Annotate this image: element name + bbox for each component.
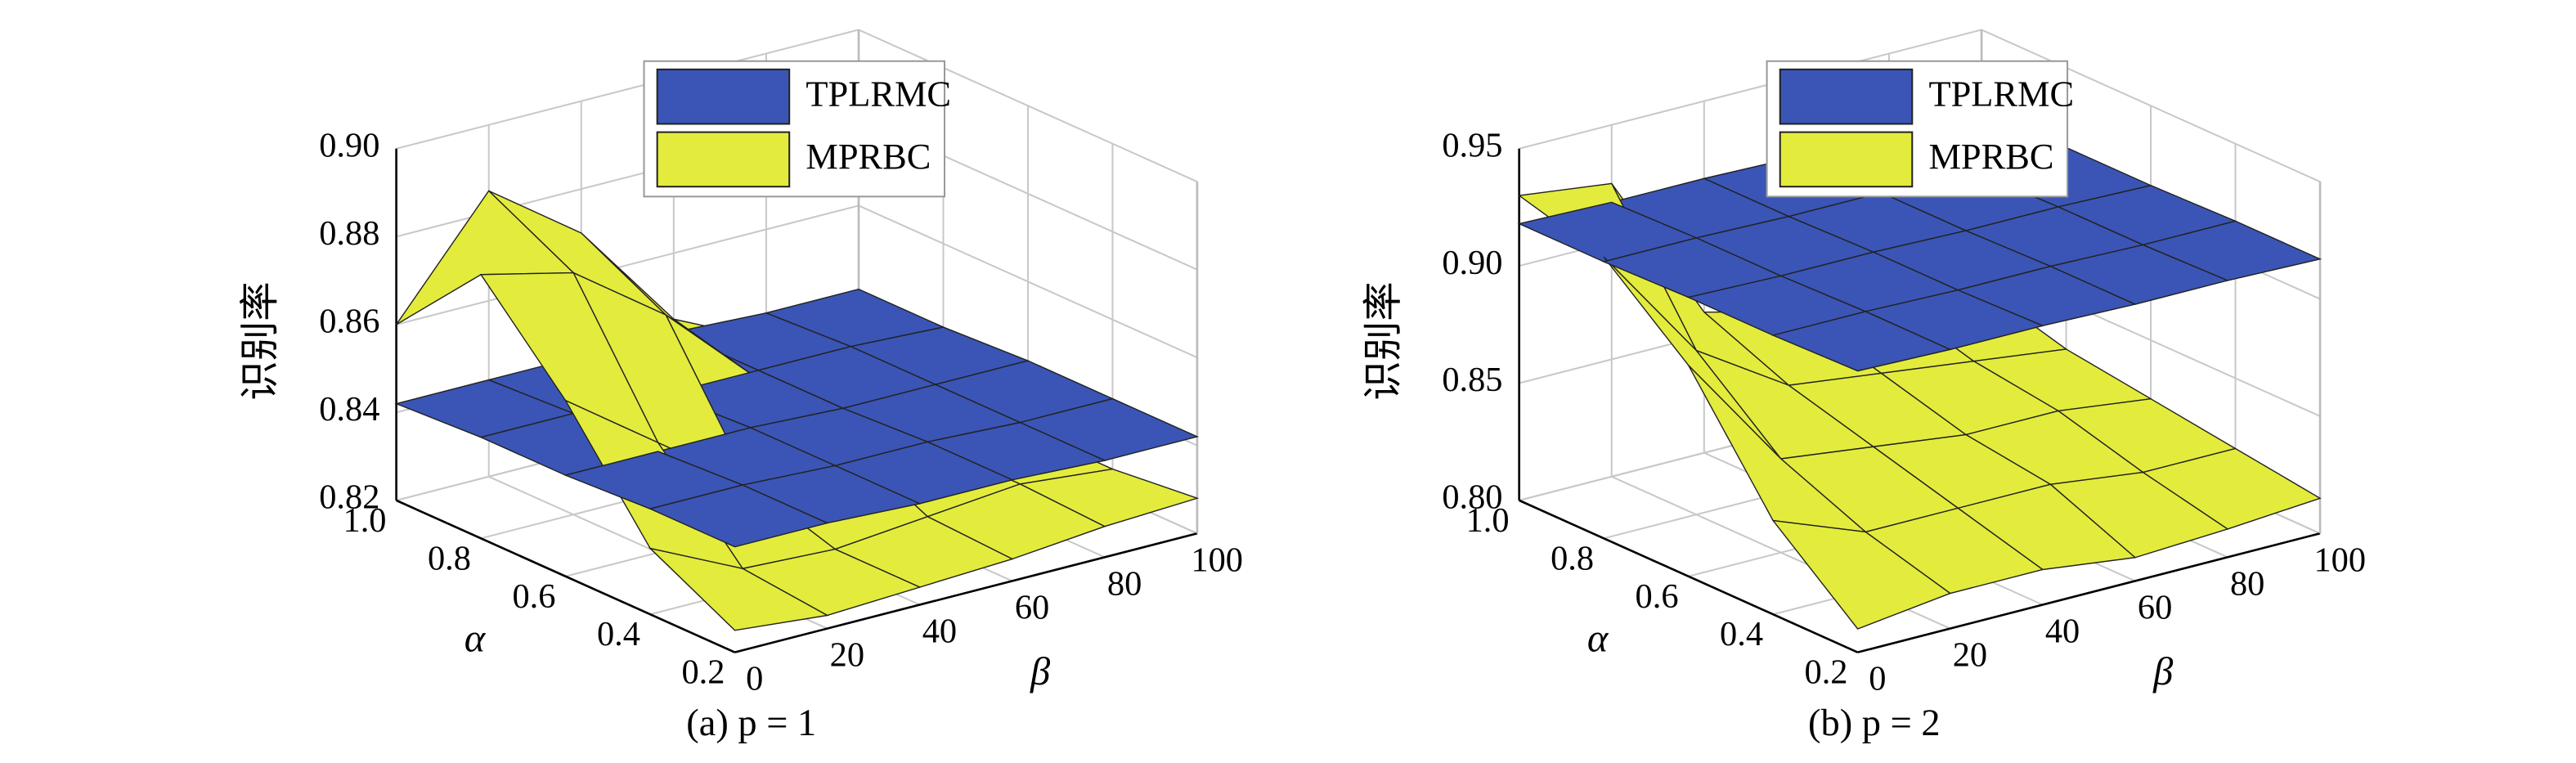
x-tick-label: 0.8: [1551, 539, 1594, 577]
x-tick-label: 0.2: [1805, 653, 1848, 692]
z-grid-line: [1519, 29, 1982, 150]
axis-line: [1519, 499, 1859, 653]
legend-label: TPLRMC: [1928, 73, 2074, 114]
legend-label: TPLRMC: [806, 73, 951, 114]
legend-swatch: [656, 68, 791, 125]
x-axis-label: α: [464, 617, 487, 661]
z-tick-label: 0.90: [319, 127, 379, 165]
legend-label: MPRBC: [1928, 136, 2053, 177]
y-tick-label: 40: [922, 613, 957, 651]
legend-swatch: [1779, 68, 1914, 125]
y-tick-label: 60: [2138, 589, 2172, 627]
x-axis-label: α: [1587, 617, 1609, 661]
x-tick-label: 0.4: [597, 615, 640, 653]
y-tick-label: 40: [2045, 613, 2080, 651]
y-tick-label: 100: [2313, 541, 2366, 579]
legend-swatch: [656, 131, 791, 188]
legend-label: MPRBC: [806, 136, 931, 177]
z-tick-label: 0.86: [319, 303, 379, 341]
y-tick-label: 60: [1015, 589, 1049, 627]
y-tick-label: 80: [2230, 564, 2264, 603]
y-axis-label: β: [1030, 650, 1051, 693]
subplot-title: (a) p = 1: [686, 702, 816, 744]
x-tick-label: 1.0: [1466, 501, 1510, 540]
z-tick-label: 0.82: [319, 478, 379, 517]
y-tick-label: 20: [1953, 636, 1987, 675]
z-tick-label: 0.88: [319, 214, 379, 253]
y-tick-label: 0: [1869, 660, 1886, 698]
surface-patch: [648, 484, 829, 548]
axis-line: [1857, 532, 2321, 653]
x-tick-label: 0.6: [1636, 577, 1679, 616]
surface-patch: [648, 547, 829, 631]
z-tick-label: 0.84: [319, 390, 379, 429]
y-axis-label: β: [2152, 650, 2174, 693]
surface-patch: [1771, 519, 1952, 630]
x-tick-label: 0.6: [512, 577, 555, 616]
z-grid-line: [396, 204, 859, 325]
z-grid-line: [396, 29, 859, 150]
x-tick-label: 0.4: [1720, 615, 1763, 653]
x-tick-label: 0.8: [428, 539, 471, 577]
axis-line: [396, 499, 736, 653]
z-axis-label: 识别率: [1362, 281, 1405, 400]
y-tick-label: 80: [1107, 564, 1142, 603]
y-tick-label: 20: [830, 636, 864, 675]
z-tick-label: 0.80: [1442, 478, 1502, 517]
x-tick-label: 1.0: [343, 501, 387, 540]
legend-swatch: [1779, 131, 1914, 188]
axis-line: [734, 532, 1198, 653]
surface-patch: [1770, 311, 1952, 372]
subplot-title: (b) p = 2: [1808, 702, 1941, 744]
z-tick-label: 0.90: [1442, 244, 1502, 282]
z-axis-label: 识别率: [239, 281, 282, 400]
y-tick-label: 100: [1191, 541, 1243, 579]
x-tick-label: 0.2: [681, 653, 725, 692]
z-tick-label: 0.85: [1442, 361, 1502, 399]
z-tick-label: 0.95: [1442, 127, 1502, 165]
y-tick-label: 0: [746, 660, 763, 698]
